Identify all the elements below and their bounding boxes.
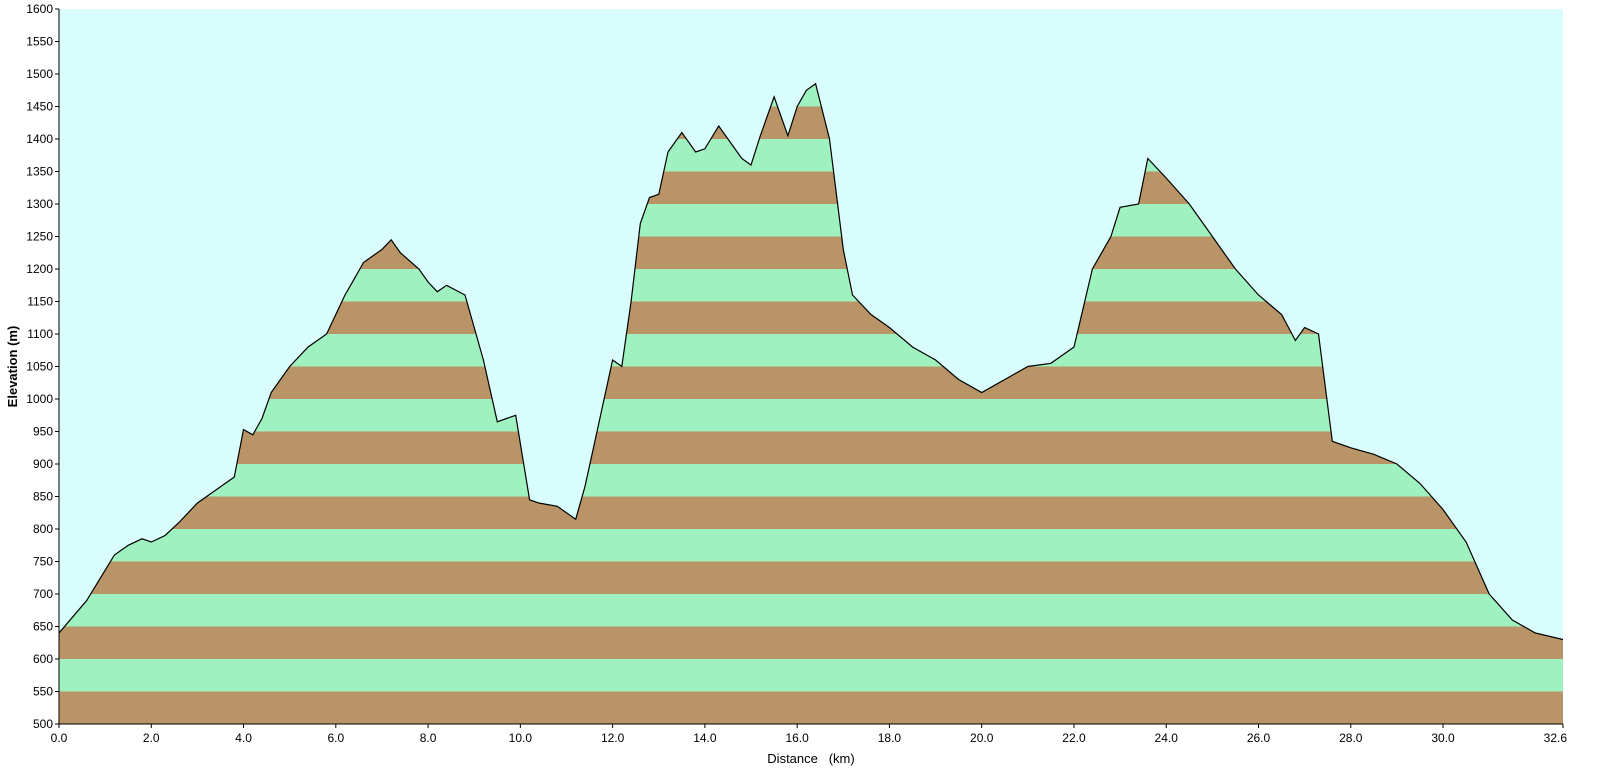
- x-axis-title: Distance (km): [767, 751, 854, 766]
- elevation-bands: [59, 83, 1563, 724]
- y-tick-label: 800: [33, 522, 53, 536]
- elevation-band: [59, 431, 1563, 464]
- x-tick-label: 22.0: [1062, 731, 1086, 745]
- x-tick-label: 4.0: [235, 731, 252, 745]
- elevation-band: [59, 366, 1563, 399]
- y-tick-label: 1250: [26, 230, 53, 244]
- x-tick-label: 30.0: [1431, 731, 1455, 745]
- x-tick-label: 14.0: [693, 731, 717, 745]
- y-tick-label: 1600: [26, 2, 53, 16]
- x-tick-label: 18.0: [878, 731, 902, 745]
- x-axis-ticks: 0.0 2.0 4.0 6.0 8.0 10.0 12.0 14.0 16.0 18.0 20.0 2…: [51, 724, 1568, 745]
- elevation-profile-line: [58, 82, 1564, 641]
- elevation-band: [59, 399, 1563, 432]
- x-tick-label: 6.0: [327, 731, 344, 745]
- y-tick-label: 1300: [26, 197, 53, 211]
- y-tick-label: 1400: [26, 132, 53, 146]
- elevation-band: [59, 626, 1563, 659]
- x-tick-label: 12.0: [601, 731, 625, 745]
- elevation-band: [59, 691, 1563, 724]
- y-tick-label: 900: [33, 457, 53, 471]
- y-tick-label: 700: [33, 587, 53, 601]
- y-axis-ticks: 500 550 600 650 700 750 800 850 900 950 1000 1050 11…: [26, 2, 59, 731]
- x-tick-label: 16.0: [785, 731, 809, 745]
- y-tick-label: 850: [33, 490, 53, 504]
- y-tick-label: 1200: [26, 262, 53, 276]
- x-tick-label: 2.0: [143, 731, 160, 745]
- y-tick-label: 1350: [26, 165, 53, 179]
- y-tick-label: 650: [33, 620, 53, 634]
- y-tick-label: 1050: [26, 360, 53, 374]
- x-tick-label: 32.6: [1544, 731, 1568, 745]
- y-tick-label: 1550: [26, 35, 53, 49]
- elevation-band: [59, 529, 1563, 562]
- x-tick-label: 0.0: [51, 731, 68, 745]
- x-tick-label: 20.0: [970, 731, 994, 745]
- y-tick-label: 1000: [26, 392, 53, 406]
- x-tick-label: 10.0: [509, 731, 533, 745]
- y-tick-label: 950: [33, 425, 53, 439]
- x-tick-label: 26.0: [1247, 731, 1271, 745]
- elevation-band: [59, 496, 1563, 529]
- elevation-band: [59, 594, 1563, 627]
- y-tick-label: 600: [33, 652, 53, 666]
- y-tick-label: 500: [33, 717, 53, 731]
- x-tick-label: 24.0: [1155, 731, 1179, 745]
- y-tick-label: 1100: [27, 327, 53, 341]
- y-tick-label: 550: [33, 685, 53, 699]
- x-tick-label: 28.0: [1339, 731, 1363, 745]
- x-tick-label: 8.0: [420, 731, 437, 745]
- y-tick-label: 1450: [26, 100, 53, 114]
- y-axis-title: Elevation (m): [5, 326, 20, 408]
- y-tick-label: 1500: [26, 67, 53, 81]
- y-tick-label: 750: [33, 555, 53, 569]
- elevation-band: [59, 464, 1563, 497]
- elevation-band: [59, 659, 1563, 692]
- y-tick-label: 1150: [27, 295, 53, 309]
- elevation-band: [59, 561, 1563, 594]
